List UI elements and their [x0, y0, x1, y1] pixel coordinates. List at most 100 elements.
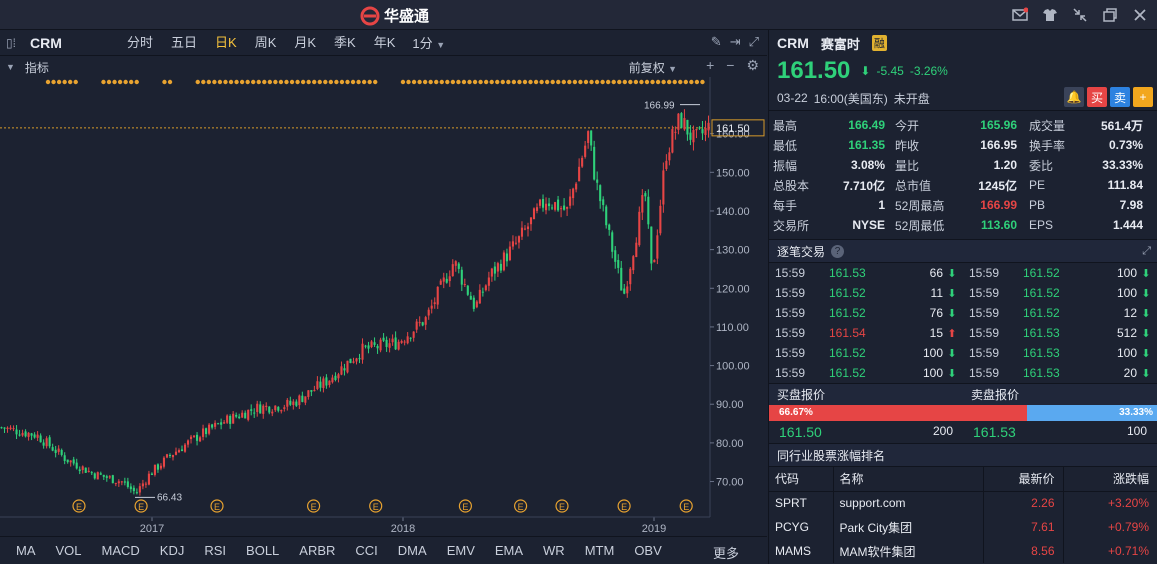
stat-label: PB: [1029, 198, 1046, 212]
candle-body: [460, 269, 463, 285]
indicator-tab-5[interactable]: RSI: [204, 543, 227, 558]
candle-body: [647, 196, 650, 225]
sidebar-toggle-icon[interactable]: ▯⁞: [6, 35, 16, 50]
indicator-label[interactable]: 指标: [24, 60, 49, 75]
interval-select[interactable]: 1分 ▼: [412, 33, 445, 52]
table-row[interactable]: MAMS MAM软件集团 8.56 +0.71%: [769, 539, 1157, 563]
indicator-tab-1[interactable]: MA: [16, 543, 36, 558]
indicator-bar: ▼ 指标 前复权 ▼ + − ⚙: [0, 57, 767, 77]
stat-label: 最高: [773, 118, 798, 133]
event-dot: [300, 79, 306, 85]
ticks-list: 15:59 161.53 66 ⬇ 15:59 161.52 11 ⬇ 15:59 161.52 7…: [769, 263, 1157, 383]
candle-body: [159, 465, 163, 469]
tab-period-1[interactable]: 分时: [127, 34, 154, 50]
event-dot: [256, 79, 261, 85]
candle-body: [277, 406, 280, 411]
tab-period-6[interactable]: 季K: [334, 34, 356, 50]
table-row[interactable]: PCYG Park City集团 7.61 +0.79%: [769, 515, 1157, 539]
indicator-tab-8[interactable]: CCI: [355, 543, 378, 558]
indicator-tab-14[interactable]: OBV: [634, 543, 662, 558]
skin-icon[interactable]: [1039, 4, 1061, 26]
restore-icon[interactable]: [1099, 4, 1121, 26]
ask-price: 161.53: [973, 424, 1016, 440]
col-change[interactable]: 涨跌幅: [1063, 467, 1157, 492]
tab-period-2[interactable]: 五日: [171, 34, 198, 50]
chart-panel: ▯⁞ CRM 分时 五日 日K 周K 月K 季K 年K 1分 ▼ ✎ ⇥ ⤢ ▼…: [0, 30, 767, 564]
tab-period-3[interactable]: 日K: [215, 34, 237, 50]
candle-body: [162, 457, 166, 467]
col-name[interactable]: 名称: [833, 467, 984, 492]
candle-body: [668, 152, 671, 161]
indicator-tab-12[interactable]: WR: [543, 543, 565, 558]
collapse-triangle-icon[interactable]: ▼: [6, 62, 15, 72]
help-icon[interactable]: ?: [831, 244, 845, 258]
window-controls: [1009, 4, 1151, 26]
collapse-icon[interactable]: ⇥: [729, 34, 741, 49]
tab-period-7[interactable]: 年K: [373, 34, 396, 50]
candle-body: [192, 435, 196, 437]
pencil-icon[interactable]: ✎: [710, 34, 722, 49]
candle-body: [493, 266, 496, 274]
ticks-right-column: 15:59 161.52 100 ⬇ 15:59 161.52 100 ⬇ 15:59 161.5…: [963, 263, 1157, 383]
candle-body: [271, 411, 274, 414]
indicator-tab-6[interactable]: BOLL: [246, 543, 280, 558]
indicator-tab-13[interactable]: MTM: [584, 543, 615, 558]
col-price[interactable]: 最新价: [983, 467, 1064, 492]
fullscreen-icon[interactable]: ⤢: [748, 34, 759, 49]
adjust-select[interactable]: 前复权 ▼: [629, 59, 677, 76]
earnings-icon-letter: E: [138, 502, 144, 512]
expand-icon[interactable]: ⤢: [1142, 245, 1151, 257]
event-dot: [483, 79, 489, 85]
tick-time: 15:59: [775, 346, 806, 360]
candle-body: [171, 455, 175, 458]
kline-chart[interactable]: 70.00 80.00 90.00 100.00 110.00 120.00 130.00 1…: [0, 77, 767, 536]
plus-icon[interactable]: +: [706, 57, 715, 73]
candle-body: [584, 145, 587, 157]
event-dot: [628, 79, 633, 85]
ask-level[interactable]: 161.53 100: [963, 424, 1157, 440]
event-dot: [312, 79, 317, 85]
indicator-tab-9[interactable]: DMA: [397, 543, 427, 558]
mail-icon[interactable]: [1009, 4, 1031, 26]
peer-change: +3.20%: [1063, 491, 1157, 515]
candle-body: [99, 473, 102, 475]
candle-body: [544, 203, 548, 211]
candle-body: [620, 267, 623, 291]
col-code[interactable]: 代码: [769, 467, 834, 492]
indicator-tab-11[interactable]: EMA: [494, 543, 524, 558]
add-watchlist-button[interactable]: +: [1133, 87, 1153, 107]
candle-body: [111, 475, 114, 484]
indicator-tab-4[interactable]: KDJ: [159, 543, 185, 558]
indicator-tab-10[interactable]: EMV: [446, 543, 475, 558]
event-dot: [67, 79, 73, 85]
event-dot: [228, 79, 234, 85]
table-row[interactable]: SPRT support.com 2.26 +3.20%: [769, 491, 1157, 515]
sell-button[interactable]: 卖: [1110, 87, 1130, 107]
shrink-icon[interactable]: [1069, 4, 1091, 26]
candle-body: [572, 188, 575, 199]
candle-body: [472, 297, 475, 309]
tick-price: 161.52: [829, 286, 866, 300]
earnings-icon-letter: E: [373, 502, 379, 512]
gear-icon[interactable]: ⚙: [746, 57, 759, 73]
tab-period-4[interactable]: 周K: [254, 34, 277, 50]
candle-body: [478, 289, 481, 304]
candle-body: [6, 427, 9, 430]
more-indicators-button[interactable]: 更多: [712, 546, 739, 561]
minus-icon[interactable]: −: [726, 57, 735, 73]
indicator-tab-2[interactable]: VOL: [55, 543, 82, 558]
earnings-icon-letter: E: [683, 502, 689, 512]
tick-row: 15:59 161.52 100 ⬇: [963, 283, 1157, 303]
indicator-tab-7[interactable]: ARBR: [299, 543, 336, 558]
event-dot: [533, 79, 539, 85]
tab-period-5[interactable]: 月K: [294, 34, 317, 50]
close-icon[interactable]: [1129, 4, 1151, 26]
candle-body: [475, 301, 478, 308]
candle-body: [72, 459, 75, 464]
candle-body: [274, 405, 277, 411]
bid-level[interactable]: 161.50 200: [769, 424, 963, 440]
indicator-tab-3[interactable]: MACD: [101, 543, 140, 558]
alert-bell-icon[interactable]: 🔔: [1064, 87, 1084, 107]
buy-button[interactable]: 买: [1087, 87, 1107, 107]
tick-volume: 12: [1123, 306, 1137, 320]
